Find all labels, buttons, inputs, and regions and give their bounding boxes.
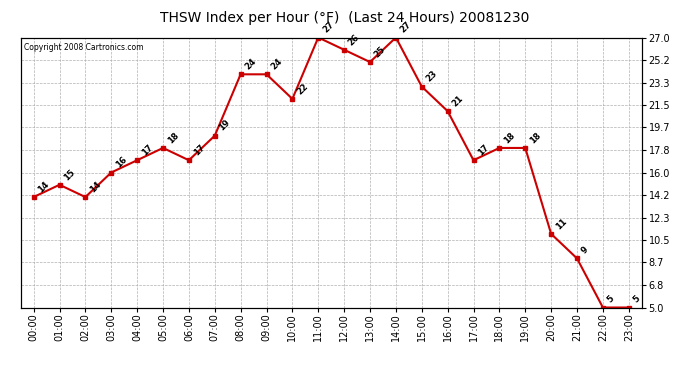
Text: 22: 22 xyxy=(295,81,310,96)
Text: 5: 5 xyxy=(631,294,642,305)
Text: 18: 18 xyxy=(528,130,542,145)
Text: 23: 23 xyxy=(424,69,439,84)
Text: 16: 16 xyxy=(114,155,129,170)
Text: 14: 14 xyxy=(37,180,51,194)
Text: 18: 18 xyxy=(502,130,517,145)
Text: 26: 26 xyxy=(347,32,362,47)
Text: 9: 9 xyxy=(580,245,590,256)
Text: 24: 24 xyxy=(269,57,284,72)
Text: 27: 27 xyxy=(399,20,413,35)
Text: 17: 17 xyxy=(476,143,491,158)
Text: 27: 27 xyxy=(321,20,335,35)
Text: 25: 25 xyxy=(373,45,388,59)
Text: Copyright 2008 Cartronics.com: Copyright 2008 Cartronics.com xyxy=(23,43,144,52)
Text: 19: 19 xyxy=(217,118,232,133)
Text: 18: 18 xyxy=(166,130,180,145)
Text: 17: 17 xyxy=(192,143,206,158)
Text: 14: 14 xyxy=(88,180,103,194)
Text: 17: 17 xyxy=(140,143,155,158)
Text: 11: 11 xyxy=(554,216,569,231)
Text: 5: 5 xyxy=(606,294,616,305)
Text: THSW Index per Hour (°F)  (Last 24 Hours) 20081230: THSW Index per Hour (°F) (Last 24 Hours)… xyxy=(160,11,530,25)
Text: 21: 21 xyxy=(451,94,465,108)
Text: 15: 15 xyxy=(62,167,77,182)
Text: 24: 24 xyxy=(244,57,258,72)
